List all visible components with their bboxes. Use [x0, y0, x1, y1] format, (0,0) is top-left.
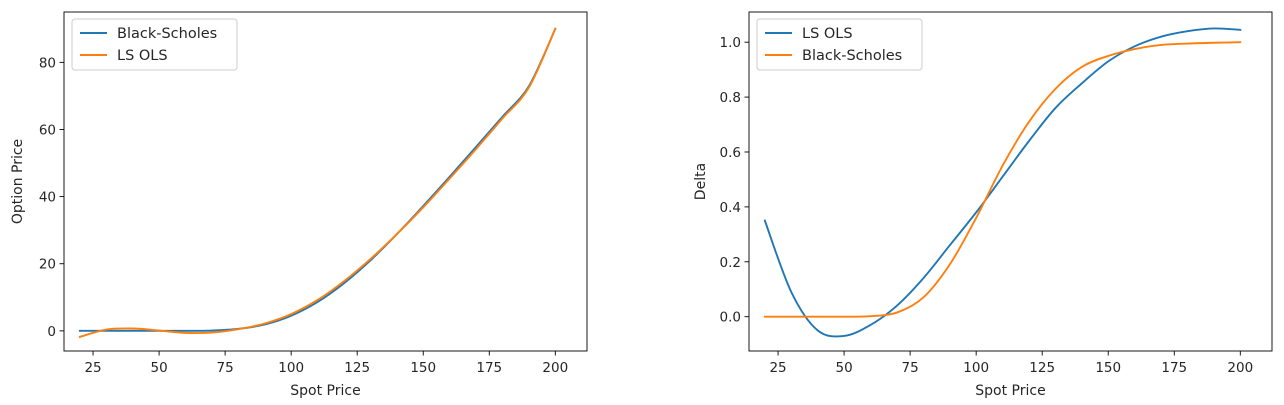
- option-price-x-tick-label-6: 175: [476, 360, 502, 376]
- option-price-x-tick-label-3: 100: [278, 360, 304, 376]
- option-price-x-tick-label-1: 50: [150, 360, 167, 376]
- option-price-legend-box: [71, 18, 238, 71]
- option-price-legend-label-0: Black-Scholes: [117, 26, 217, 42]
- delta-legend: LS OLS Black-Scholes: [756, 18, 923, 71]
- option-price-x-tick-label-4: 125: [344, 360, 370, 376]
- delta-y-tick-label-5: 1.0: [720, 35, 741, 51]
- delta-legend-label-1: Black-Scholes: [802, 48, 902, 64]
- delta-x-tick-label-0: 25: [769, 360, 786, 376]
- delta-x-tick-label-4: 125: [1029, 360, 1055, 376]
- option-price-legend-label-1: LS OLS: [117, 48, 168, 64]
- option-price-series-line-0: [78, 27, 557, 332]
- delta-y-tick-label-3: 0.6: [720, 145, 741, 161]
- option-price-x-tick-label-0: 25: [84, 360, 101, 376]
- delta-chart: 25 50 75 100 125 150 175 200 0.0 0.2 0.4 0.6 0.8 1.0 S…: [693, 11, 1273, 399]
- delta-x-tick-label-5: 150: [1095, 360, 1121, 376]
- delta-x-tick-label-2: 75: [902, 360, 919, 376]
- option-price-series-line-1: [78, 27, 557, 339]
- option-price-y-tick-label-0: 0: [47, 324, 56, 340]
- option-price-y-tick-label-3: 60: [39, 122, 56, 138]
- delta-y-tick-label-4: 0.8: [720, 90, 741, 106]
- delta-x-tick-label-6: 175: [1161, 360, 1187, 376]
- option-price-y-tick-label-4: 80: [39, 55, 56, 71]
- option-price-x-tick-label-2: 75: [217, 360, 234, 376]
- option-price-chart: 25 50 75 100 125 150 175 200 0 20 40 60 80 Spot Price…: [10, 11, 588, 399]
- delta-x-tick-label-1: 50: [835, 360, 852, 376]
- delta-legend-label-0: LS OLS: [802, 26, 853, 42]
- option-price-x-tick-label-7: 200: [542, 360, 568, 376]
- option-price-x-axis-label: Spot Price: [290, 383, 360, 399]
- option-price-axes-frame: [63, 11, 588, 352]
- option-price-y-axis-label: Option Price: [10, 139, 26, 224]
- option-price-y-tick-label-2: 40: [39, 190, 56, 206]
- delta-x-axis-label: Spot Price: [975, 383, 1045, 399]
- option-price-y-tick-label-1: 20: [39, 257, 56, 273]
- delta-y-tick-label-0: 0.0: [720, 310, 741, 326]
- delta-x-tick-label-3: 100: [963, 360, 989, 376]
- delta-y-axis-label: Delta: [693, 163, 709, 200]
- delta-axes-frame: [748, 11, 1273, 352]
- delta-y-tick-label-1: 0.2: [720, 255, 741, 271]
- delta-series-line-1: [763, 41, 1242, 318]
- delta-legend-box: [756, 18, 923, 71]
- delta-series-line-0: [763, 27, 1242, 338]
- delta-x-tick-label-7: 200: [1227, 360, 1253, 376]
- delta-y-tick-label-2: 0.4: [720, 200, 741, 216]
- option-price-x-tick-label-5: 150: [410, 360, 436, 376]
- option-price-legend: Black-Scholes LS OLS: [71, 18, 238, 71]
